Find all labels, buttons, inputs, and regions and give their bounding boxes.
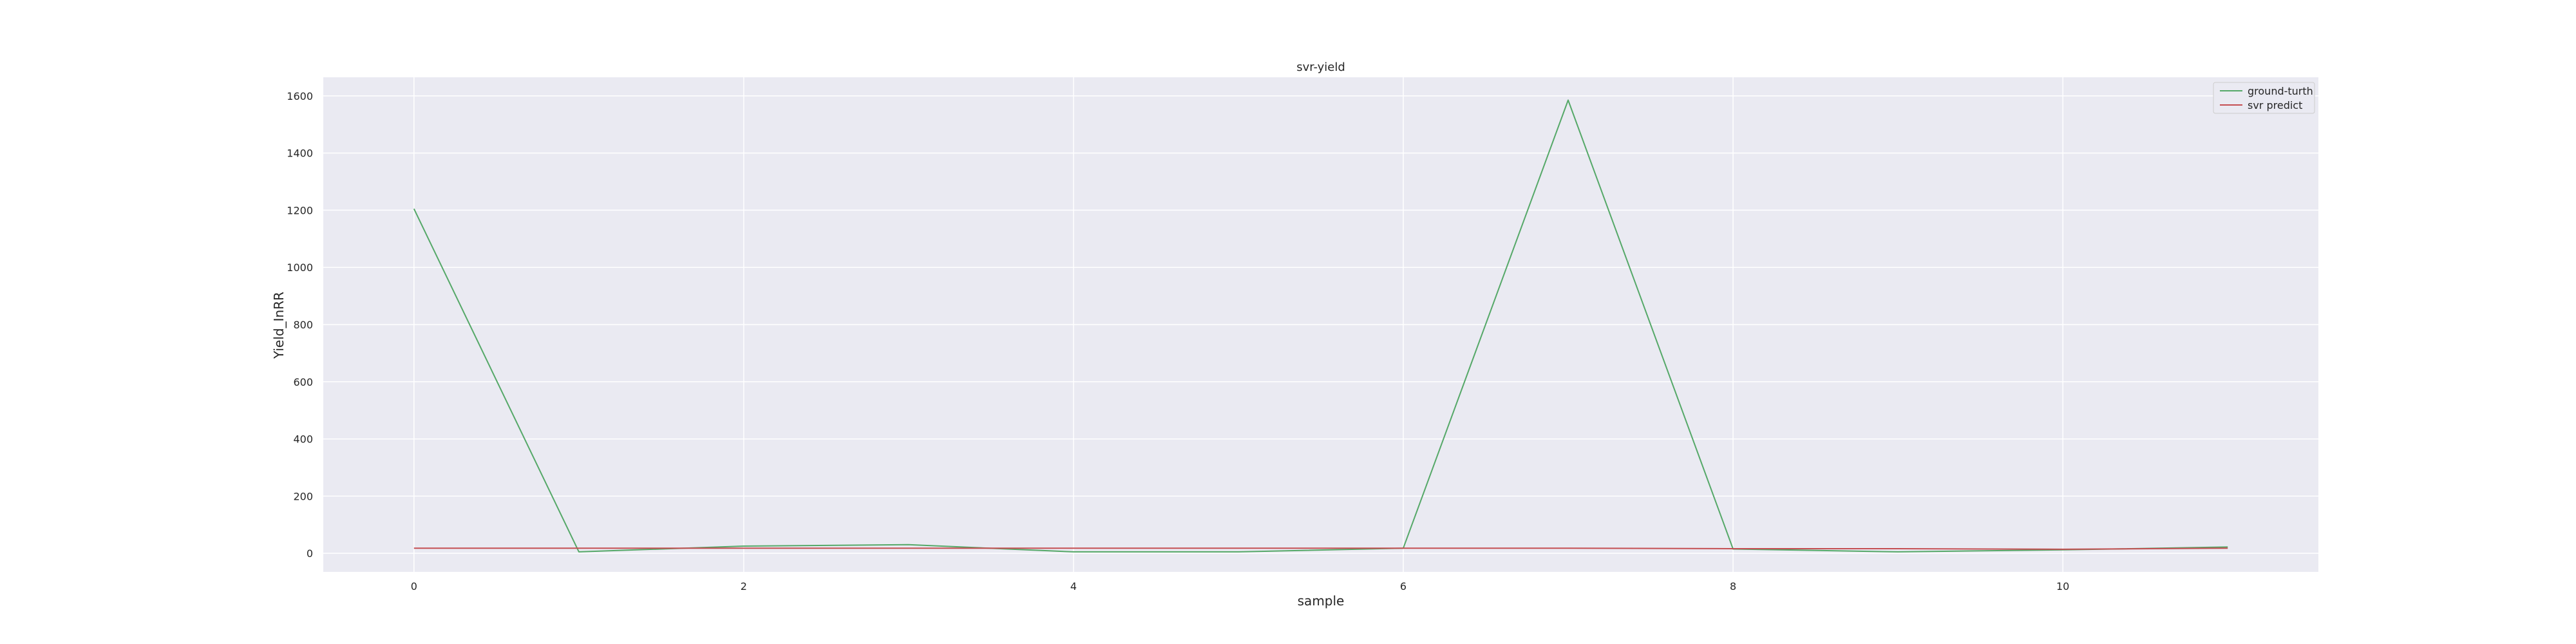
y-tick-label: 1600 — [287, 90, 313, 102]
x-axis-label: sample — [1298, 593, 1345, 609]
series-line-ground-turth — [413, 99, 2228, 553]
y-axis-label: Yield_InRR — [271, 292, 287, 359]
y-tick-label: 600 — [293, 376, 313, 388]
x-tick-label: 2 — [741, 580, 747, 592]
y-tick-label: 1000 — [287, 261, 313, 274]
tick-labels: 0 200 400 600 800 1000 1200 1400 1600 0 2 4 6 8 10 — [287, 90, 2069, 592]
legend: ground-turth svr predict — [2213, 82, 2315, 114]
x-tick-label: 0 — [411, 580, 417, 592]
y-tick-label: 400 — [293, 433, 313, 446]
y-tick-label: 0 — [307, 547, 313, 560]
x-tick-label: 8 — [1730, 580, 1736, 592]
y-tick-label: 200 — [293, 490, 313, 502]
legend-label-svr-predict: svr predict — [2248, 99, 2302, 111]
series-group — [413, 99, 2228, 553]
grid — [323, 77, 2318, 572]
y-tick-label: 1200 — [287, 204, 313, 216]
chart-title: svr-yield — [1296, 61, 1345, 74]
x-tick-label: 4 — [1070, 580, 1077, 592]
x-tick-label: 10 — [2056, 580, 2069, 592]
x-tick-label: 6 — [1400, 580, 1406, 592]
y-tick-label: 1400 — [287, 147, 313, 160]
legend-label-ground-turth: ground-turth — [2248, 85, 2313, 97]
series-line-svr-predict — [413, 547, 2228, 550]
y-tick-label: 800 — [293, 319, 313, 331]
